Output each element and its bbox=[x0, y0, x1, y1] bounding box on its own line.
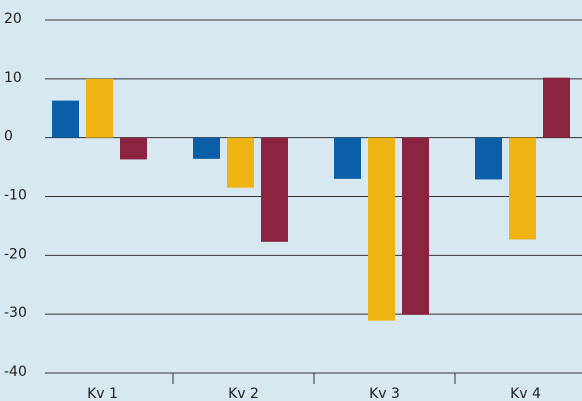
y-tick-label: -30 bbox=[4, 305, 27, 321]
bar bbox=[368, 137, 395, 321]
bar bbox=[509, 137, 536, 240]
bar bbox=[52, 100, 79, 138]
y-tick-label: 10 bbox=[4, 70, 22, 86]
y-tick-label: 20 bbox=[4, 11, 22, 27]
bar bbox=[193, 137, 220, 159]
bar bbox=[543, 77, 570, 138]
y-tick-label: 0 bbox=[4, 129, 13, 145]
x-tick-label: Kv 4 bbox=[510, 386, 541, 401]
y-tick-label: -10 bbox=[4, 188, 27, 204]
bar bbox=[334, 137, 361, 179]
bar bbox=[86, 78, 113, 138]
x-tick-label: Kv 2 bbox=[228, 386, 259, 401]
bar bbox=[261, 137, 288, 242]
y-tick-label: -20 bbox=[4, 246, 27, 262]
x-tick-label: Kv 1 bbox=[87, 386, 118, 401]
y-tick-label: -40 bbox=[4, 364, 27, 380]
bar bbox=[402, 137, 429, 315]
bar bbox=[227, 137, 254, 188]
x-tick-label: Kv 3 bbox=[369, 386, 400, 401]
bar bbox=[120, 137, 147, 160]
bar bbox=[475, 137, 502, 180]
